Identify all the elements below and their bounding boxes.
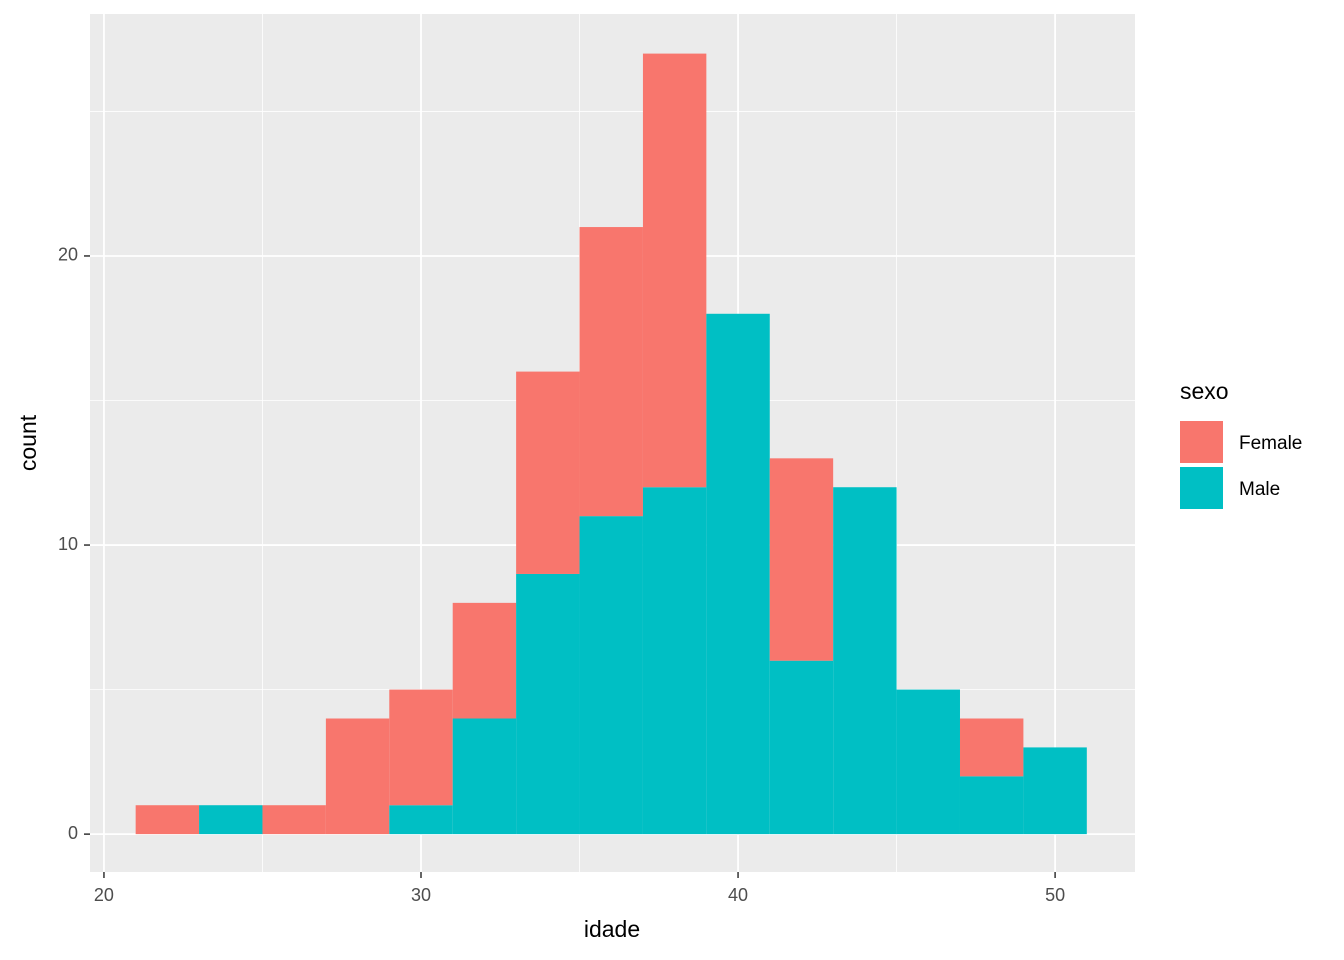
y-axis-title: count [15,414,41,471]
y-tick-label: 10 [58,534,78,554]
bar [579,516,643,835]
x-tick-label: 40 [728,885,748,905]
bar [516,573,580,835]
y-tick-label: 0 [68,823,78,843]
legend: Female Male [1180,421,1302,509]
bar [896,689,960,835]
legend-title: sexo [1180,378,1229,404]
bar [579,227,643,517]
bar [452,602,517,719]
legend-label: Female [1239,433,1302,454]
bar [959,718,1024,777]
bar [389,805,453,835]
bar [516,371,580,574]
bar [769,660,834,835]
bar [325,718,390,835]
bar [642,487,707,835]
x-axis-title: idade [584,916,640,942]
bar [1023,747,1087,835]
x-tick-label: 20 [94,885,114,905]
legend-key [1180,421,1223,463]
bar [833,487,897,835]
bar [642,53,707,488]
bar [452,718,517,835]
legend-key [1180,467,1223,509]
legend-label: Male [1239,479,1280,500]
bar [135,805,200,835]
bars [135,53,1087,835]
bar [769,458,834,661]
bar [706,313,770,835]
axes: 20 30 40 50 0 10 20 [58,245,1065,905]
y-tick-label: 20 [58,245,78,265]
bar [389,689,453,806]
bar [959,776,1024,835]
x-tick-label: 50 [1045,885,1065,905]
bar [262,805,326,835]
bar [199,805,263,835]
x-tick-label: 30 [411,885,431,905]
